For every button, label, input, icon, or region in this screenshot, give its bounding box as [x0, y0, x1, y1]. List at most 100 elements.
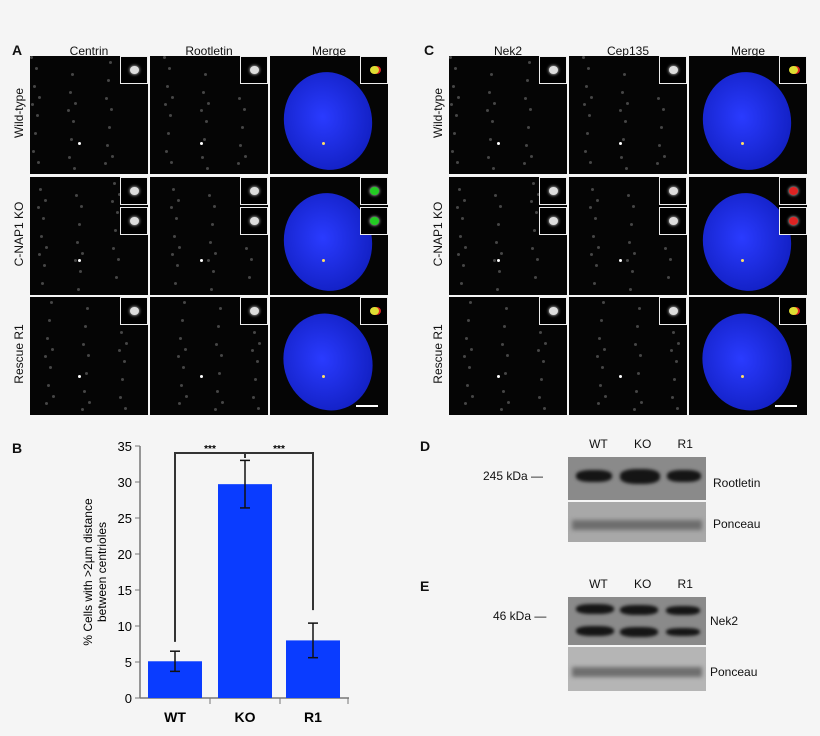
- speckle: [210, 288, 213, 291]
- speckle: [81, 408, 84, 411]
- speckle: [220, 354, 223, 357]
- speckle: [502, 390, 505, 393]
- speckle: [174, 282, 177, 285]
- speckle: [71, 73, 74, 76]
- column-label: Rootletin: [185, 44, 233, 58]
- speckle: [596, 355, 599, 358]
- micrograph: [270, 297, 388, 415]
- inset: [779, 297, 807, 325]
- centrosome: [741, 142, 744, 145]
- micrograph: [689, 177, 807, 295]
- speckle: [37, 161, 40, 164]
- nek2-label: Nek2: [710, 614, 739, 628]
- speckle: [74, 102, 77, 105]
- speckle: [530, 155, 533, 158]
- speckle: [493, 102, 496, 105]
- inset: [539, 207, 567, 235]
- speckle: [503, 325, 506, 328]
- speckle: [453, 132, 456, 135]
- speckle: [633, 252, 636, 255]
- speckle: [221, 401, 224, 404]
- micrograph: [30, 177, 148, 295]
- y-tick-label: 30: [118, 475, 132, 490]
- speckle: [489, 138, 492, 141]
- ponceau-e: [568, 647, 706, 691]
- speckle: [48, 319, 51, 322]
- speckle: [237, 162, 240, 165]
- speckle: [207, 102, 210, 105]
- speckle: [627, 194, 630, 197]
- speckle: [469, 301, 472, 304]
- speckle: [42, 217, 45, 220]
- speckle: [203, 138, 206, 141]
- lane-label: KO: [633, 577, 652, 591]
- speckle: [256, 360, 259, 363]
- speckle: [532, 182, 535, 185]
- speckle: [208, 194, 211, 197]
- speckle: [620, 156, 623, 159]
- speckle: [457, 96, 460, 99]
- speckle: [671, 396, 674, 399]
- speckle: [106, 144, 109, 147]
- speckle: [543, 407, 546, 410]
- column-label: Cep135: [606, 44, 650, 58]
- speckle: [78, 223, 81, 226]
- micrograph: [449, 177, 567, 295]
- y-tick-label: 5: [125, 655, 132, 670]
- nek2-blot: [568, 597, 706, 645]
- speckle: [207, 259, 210, 262]
- speckle: [118, 349, 121, 352]
- speckle: [622, 138, 625, 141]
- speckle: [457, 253, 460, 256]
- centrosome: [619, 259, 622, 262]
- speckle: [471, 395, 474, 398]
- speckle: [35, 67, 38, 70]
- speckle: [501, 343, 504, 346]
- speckle: [118, 193, 121, 196]
- speckle: [81, 252, 84, 255]
- speckle: [673, 378, 676, 381]
- column-label: Nek2: [493, 44, 522, 58]
- speckle: [245, 247, 248, 250]
- speckle: [119, 396, 122, 399]
- speckle: [621, 91, 624, 94]
- speckle: [449, 56, 452, 59]
- speckle: [253, 331, 256, 334]
- speckle: [526, 79, 529, 82]
- speckle: [670, 349, 673, 352]
- speckle: [588, 114, 591, 117]
- speckle: [112, 247, 115, 250]
- speckle: [166, 85, 169, 88]
- micrograph: [150, 56, 268, 174]
- speckle: [33, 85, 36, 88]
- speckle: [459, 235, 462, 238]
- y-axis-label-line: % Cells with >2µm distance: [81, 498, 95, 646]
- speckle: [540, 378, 543, 381]
- speckle: [124, 407, 127, 410]
- speckle: [663, 155, 666, 158]
- speckle: [107, 79, 110, 82]
- speckle: [599, 384, 602, 387]
- speckle: [529, 108, 532, 111]
- speckle: [39, 188, 42, 191]
- speckle: [636, 325, 639, 328]
- speckle: [490, 73, 493, 76]
- speckle: [456, 161, 459, 164]
- speckle: [669, 258, 672, 261]
- x-tick-label: WT: [164, 709, 186, 725]
- speckle: [638, 307, 641, 310]
- speckle: [505, 307, 508, 310]
- speckle: [213, 205, 216, 208]
- speckle: [587, 67, 590, 70]
- micrograph: [30, 56, 148, 174]
- speckle: [488, 91, 491, 94]
- inset: [539, 177, 567, 205]
- speckle: [72, 120, 75, 123]
- speckle: [456, 206, 459, 209]
- speckle: [219, 307, 222, 310]
- speckle: [77, 288, 80, 291]
- speckle: [85, 372, 88, 375]
- inset: [240, 297, 268, 325]
- inset: [659, 177, 687, 205]
